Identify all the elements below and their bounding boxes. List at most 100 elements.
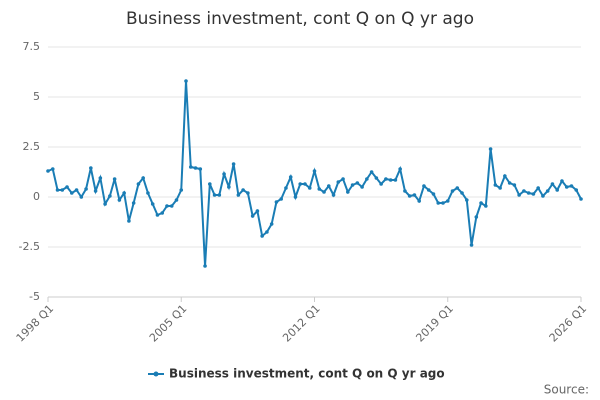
point [260,234,264,238]
point [79,195,84,199]
point [208,182,212,186]
point [279,197,283,201]
point [212,193,217,197]
point [326,184,331,188]
point [507,181,512,185]
point [112,177,117,181]
point [60,188,65,192]
point [317,187,322,191]
point [555,188,560,192]
point [407,194,412,198]
point [241,188,245,192]
point [50,167,55,171]
point [503,174,507,178]
y-tick-label: 0 [33,190,40,203]
point [522,189,526,193]
point [350,183,355,187]
point [174,198,179,202]
point [93,189,98,193]
point [160,211,165,215]
point [269,222,274,226]
point [288,175,293,179]
point [141,176,145,180]
point [298,182,303,186]
point [512,183,517,187]
point [255,209,260,213]
point [488,147,493,151]
point [74,188,79,192]
point [517,193,521,197]
point [322,190,326,194]
point [250,214,255,218]
point [545,189,550,193]
point [355,181,360,185]
point [369,170,374,174]
point [426,188,431,192]
point [479,201,483,205]
point [227,185,231,189]
line [47,80,582,267]
point [455,186,460,190]
point [398,167,402,171]
point [117,198,122,202]
point [131,201,136,205]
point [127,219,131,223]
point [417,199,421,203]
point [122,191,126,195]
point [307,186,312,190]
y-tick-label: -5 [29,290,40,303]
point [379,182,383,186]
point [293,195,298,199]
point [469,243,474,247]
point [531,192,536,196]
point [550,182,555,186]
point [203,264,207,268]
point [55,188,60,192]
point [155,213,160,217]
point [303,182,307,186]
x-tick-label: 2005 Q1 [147,302,190,345]
point [84,187,88,191]
point [217,193,222,197]
point [579,197,583,201]
point [422,184,426,188]
point [445,199,450,203]
point [222,172,226,176]
y-tick-label: -2.5 [19,240,40,253]
point [184,79,188,83]
point [108,194,112,198]
point [574,188,579,192]
chart-title: Business investment, cont Q on Q yr ago [126,9,474,29]
legend-label: Business investment, cont Q on Q yr ago [169,367,445,381]
point [526,191,531,195]
point [560,179,564,183]
point [336,180,341,184]
point [431,192,436,196]
point [388,178,393,182]
point [165,204,169,208]
point [246,191,250,195]
point [179,188,184,192]
point [450,189,455,193]
point [231,162,236,166]
point [312,169,317,173]
y-tick-label: 5 [33,90,40,103]
point [403,189,407,193]
point [441,201,445,205]
point [460,191,464,195]
x-tick-label: 1998 Q1 [14,302,57,345]
point [484,204,488,208]
point [274,200,279,204]
point [103,202,107,206]
x-tick-label: 2012 Q1 [280,302,323,345]
point [331,193,336,197]
point [98,176,103,180]
point [360,185,364,189]
point [169,204,174,208]
point [346,190,350,194]
point [146,191,150,195]
point [564,185,569,189]
y-tick-label: 7.5 [23,40,41,53]
point [69,191,74,195]
